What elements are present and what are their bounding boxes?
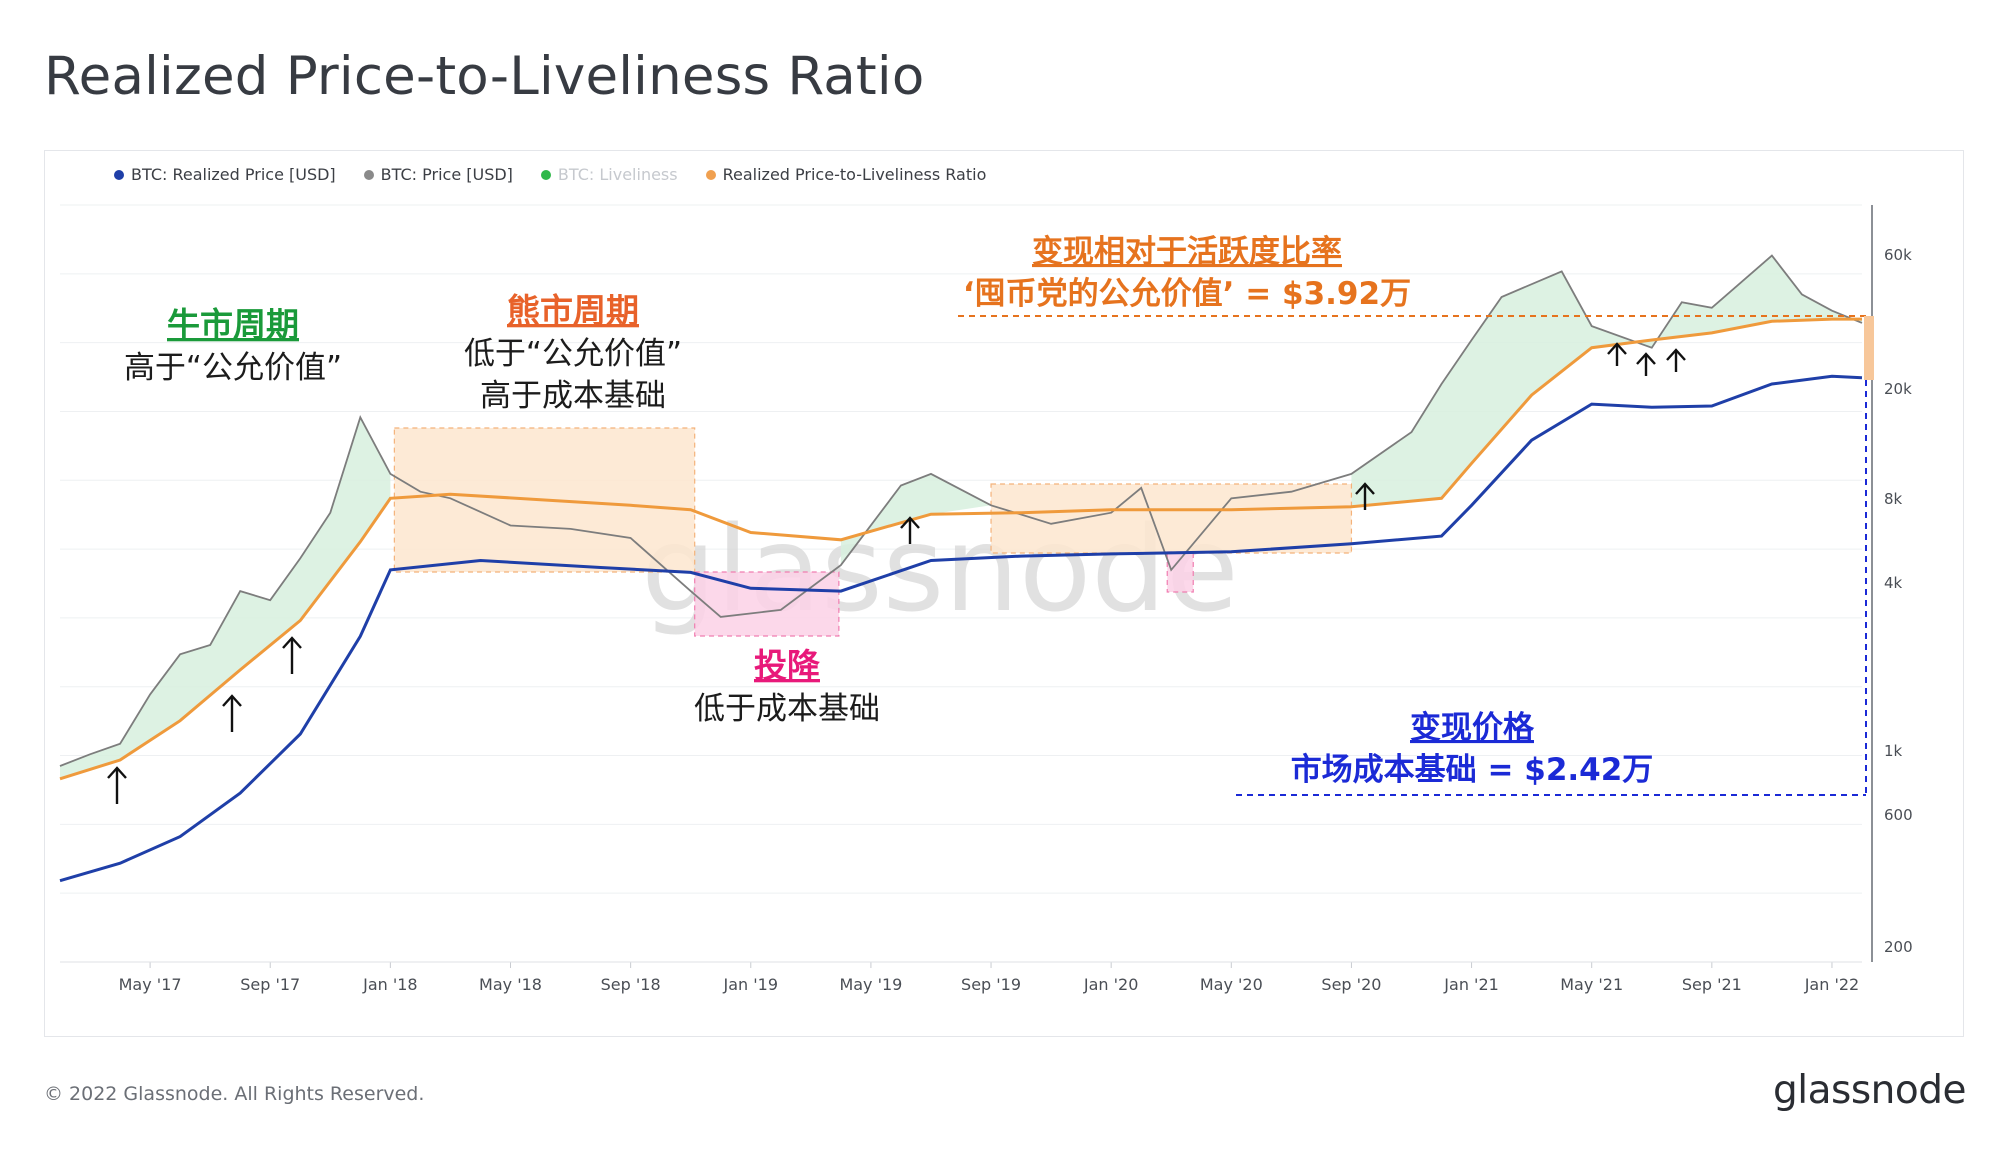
y-tick-label: 4k [1884, 574, 1903, 592]
legend-label: BTC: Realized Price [USD] [131, 165, 336, 184]
bull-region-edge [59, 415, 391, 767]
legend-dot-icon [705, 169, 716, 180]
x-tick-label: May '20 [1200, 975, 1263, 994]
capitulation-title: 投降 [754, 646, 821, 685]
x-tick-label: Sep '17 [240, 975, 300, 994]
y-tick-label: 200 [1884, 938, 1913, 956]
up-arrow-icon [1355, 482, 1375, 510]
brand-logo: glassnode [1773, 1068, 1966, 1113]
y-tick-label: 600 [1884, 806, 1913, 824]
chart-legend: BTC: Realized Price [USD] BTC: Price [US… [114, 165, 986, 184]
x-tick-label: May '21 [1560, 975, 1623, 994]
x-tick-label: May '17 [119, 975, 182, 994]
x-tick-label: May '19 [839, 975, 902, 994]
x-tick-label: Sep '20 [1321, 975, 1381, 994]
legend-dot-icon [540, 169, 551, 180]
up-arrow-head [282, 636, 302, 649]
legend-label: BTC: Price [USD] [380, 165, 513, 184]
copyright-footer: © 2022 Glassnode. All Rights Reserved. [44, 1083, 425, 1105]
x-tick-label: Jan '19 [723, 975, 779, 994]
up-arrow-head [1355, 482, 1375, 495]
x-tick-label: Jan '20 [1083, 975, 1139, 994]
bear-title: 熊市周期 [507, 291, 639, 330]
up-arrow-icon [1607, 342, 1627, 366]
legend-label: Realized Price-to-Liveliness Ratio [722, 165, 987, 184]
up-arrow-head [1607, 342, 1627, 355]
legend-dot-icon [363, 169, 374, 180]
y-tick-label: 60k [1884, 246, 1912, 264]
fair-value-subtitle: ‘囤币党的公允价值’ = $3.92万 [963, 276, 1411, 312]
up-arrow-icon [282, 636, 302, 674]
legend-dot-icon [114, 169, 124, 180]
current-ratio-marker [1864, 316, 1874, 380]
bull-region-fill [840, 473, 991, 566]
realized-price-subtitle: 市场成本基础 = $2.42万 [1291, 752, 1654, 788]
legend-item-realized-price[interactable]: BTC: Realized Price [USD] [114, 165, 336, 184]
up-arrow-icon [1666, 348, 1686, 372]
up-arrow-head [222, 694, 242, 707]
capitulation-region-box [694, 571, 840, 637]
up-arrow-icon [107, 766, 127, 804]
bull-subtitle: 高于“公允价值” [124, 350, 342, 386]
x-tick-label: Sep '18 [601, 975, 661, 994]
x-tick-label: Jan '18 [362, 975, 418, 994]
up-arrow-head [1636, 352, 1656, 365]
up-arrow-icon [900, 516, 920, 544]
y-tick-label: 1k [1884, 742, 1903, 760]
bull-region-fill [1351, 255, 1862, 507]
annotations: 牛市周期高于“公允价值”熊市周期低于“公允价值”高于成本基础投降低于成本基础变现… [124, 234, 1874, 796]
up-arrow-head [107, 766, 127, 779]
capitulation-subtitle: 低于成本基础 [694, 691, 880, 727]
x-tick-label: Sep '19 [961, 975, 1021, 994]
ratio-series-line [59, 317, 1862, 781]
up-arrow-head [1666, 348, 1686, 361]
bear-subtitle-1: 低于“公允价值” [464, 336, 682, 372]
y-tick-label: 8k [1884, 490, 1903, 508]
chart-panel [44, 150, 1964, 1037]
realized-price-title: 变现价格 [1410, 710, 1535, 746]
bear-subtitle-2: 高于成本基础 [480, 378, 666, 414]
page-title: Realized Price-to-Liveliness Ratio [44, 46, 925, 107]
fair-value-title: 变现相对于活跃度比率 [1032, 234, 1342, 270]
legend-item-price[interactable]: BTC: Price [USD] [363, 165, 513, 184]
arrow-markers [107, 342, 1686, 804]
bull-title: 牛市周期 [167, 305, 299, 344]
up-arrow-icon [222, 694, 242, 732]
x-tick-label: Jan '21 [1443, 975, 1499, 994]
legend-item-liveliness[interactable]: BTC: Liveliness [540, 165, 678, 184]
axes: May '17 Sep '17 Jan '18 May '18 Sep '18 Jan '… [60, 205, 1913, 994]
y-tick-label: 20k [1884, 380, 1912, 398]
realized-price-series-line [59, 374, 1863, 883]
up-arrow-icon [1636, 352, 1656, 376]
x-tick-label: Jan '22 [1804, 975, 1860, 994]
up-arrow-head [900, 516, 920, 529]
bull-region-fill [60, 417, 391, 779]
x-tick-label: Sep '21 [1682, 975, 1742, 994]
bear-region-box [990, 483, 1353, 554]
legend-item-ratio[interactable]: Realized Price-to-Liveliness Ratio [705, 165, 987, 184]
x-tick-label: May '18 [479, 975, 542, 994]
legend-label: BTC: Liveliness [557, 165, 678, 184]
